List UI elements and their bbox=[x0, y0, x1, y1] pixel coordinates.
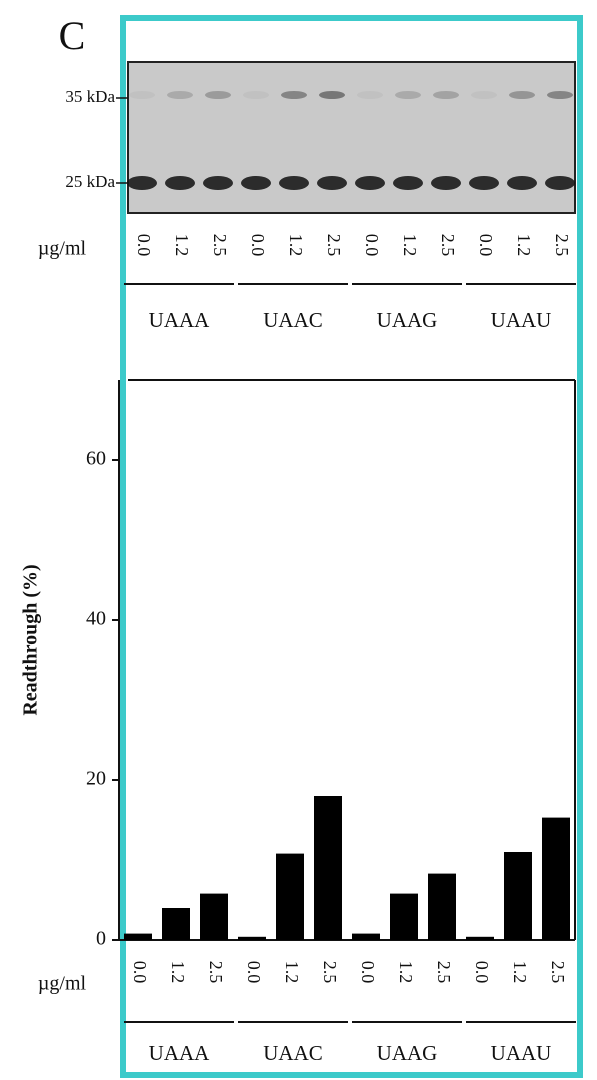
bar bbox=[238, 937, 266, 940]
y-tick-label: 20 bbox=[86, 768, 106, 790]
bar bbox=[352, 934, 380, 940]
x-group-label: UAAA bbox=[149, 1041, 210, 1065]
x-tick-label: 2.5 bbox=[434, 961, 454, 984]
gel-lane-label: 1.2 bbox=[400, 234, 420, 257]
gel-band bbox=[243, 91, 269, 99]
gel-group-label: UAAA bbox=[149, 308, 210, 332]
x-tick-label: 1.2 bbox=[510, 961, 530, 984]
gel-band bbox=[279, 176, 309, 190]
gel-band bbox=[241, 176, 271, 190]
gel-band bbox=[165, 176, 195, 190]
gel-band bbox=[129, 91, 155, 99]
gel-band bbox=[127, 176, 157, 190]
bar bbox=[428, 874, 456, 940]
gel-lane-label: 2.5 bbox=[324, 234, 344, 257]
x-tick-label: 0.0 bbox=[358, 961, 378, 984]
gel-band bbox=[431, 176, 461, 190]
x-tick-label: 1.2 bbox=[282, 961, 302, 984]
bar bbox=[504, 852, 532, 940]
gel-group-label: UAAU bbox=[491, 308, 552, 332]
bar bbox=[276, 854, 304, 940]
bar bbox=[542, 818, 570, 940]
bar bbox=[466, 937, 494, 940]
bar bbox=[162, 908, 190, 940]
gel-lane-label: 0.0 bbox=[248, 234, 268, 257]
gel-band bbox=[471, 91, 497, 99]
y-tick-label: 40 bbox=[86, 608, 106, 630]
gel-band bbox=[355, 176, 385, 190]
gel-lane-label: 2.5 bbox=[552, 234, 572, 257]
x-tick-label: 1.2 bbox=[168, 961, 188, 984]
gel-lane-label: 0.0 bbox=[476, 234, 496, 257]
y-axis-label: Readthrough (%) bbox=[20, 564, 42, 715]
x-tick-label: 0.0 bbox=[130, 961, 150, 984]
y-tick-label: 0 bbox=[96, 928, 106, 950]
bar bbox=[390, 894, 418, 940]
bar bbox=[314, 796, 342, 940]
x-tick-label: 0.0 bbox=[472, 961, 492, 984]
x-tick-label: 2.5 bbox=[206, 961, 226, 984]
x-group-label: UAAG bbox=[377, 1041, 438, 1065]
bar bbox=[200, 894, 228, 940]
gel-band bbox=[205, 91, 231, 99]
gel-band bbox=[469, 176, 499, 190]
gel-band bbox=[357, 91, 383, 99]
gel-lane-label: 0.0 bbox=[362, 234, 382, 257]
x-tick-label: 2.5 bbox=[548, 961, 568, 984]
gel-lane-label: 2.5 bbox=[210, 234, 230, 257]
x-tick-label: 0.0 bbox=[244, 961, 264, 984]
x-group-label: UAAU bbox=[491, 1041, 552, 1065]
gel-image bbox=[128, 62, 575, 213]
gel-band bbox=[547, 91, 573, 99]
gel-band bbox=[545, 176, 575, 190]
gel-lane-label: 1.2 bbox=[514, 234, 534, 257]
gel-band bbox=[167, 91, 193, 99]
gel-band bbox=[281, 91, 307, 99]
gel-group-label: UAAC bbox=[263, 308, 323, 332]
gel-band bbox=[395, 91, 421, 99]
y-tick-label: 60 bbox=[86, 448, 106, 470]
x-group-label: UAAC bbox=[263, 1041, 323, 1065]
gel-marker-label: 35 kDa bbox=[65, 87, 115, 106]
bar bbox=[124, 934, 152, 940]
x-unit-label: µg/ml bbox=[38, 973, 87, 995]
panel-label: C bbox=[59, 13, 86, 58]
gel-band bbox=[393, 176, 423, 190]
figure: C Readthrough (%) µg/ml µg/ml 35 kDa 25 k… bbox=[0, 0, 597, 1080]
gel-band bbox=[433, 91, 459, 99]
gel-background bbox=[128, 62, 575, 213]
gel-band bbox=[507, 176, 537, 190]
gel-band bbox=[203, 176, 233, 190]
gel-band bbox=[509, 91, 535, 99]
gel-band bbox=[317, 176, 347, 190]
gel-band bbox=[319, 91, 345, 99]
gel-lane-label: 0.0 bbox=[134, 234, 154, 257]
x-tick-label: 2.5 bbox=[320, 961, 340, 984]
gel-marker-label: 25 kDa bbox=[65, 172, 115, 191]
gel-unit-label: µg/ml bbox=[38, 238, 87, 260]
gel-lane-label: 2.5 bbox=[438, 234, 458, 257]
gel-group-label: UAAG bbox=[377, 308, 438, 332]
gel-lane-label: 1.2 bbox=[286, 234, 306, 257]
gel-lane-label: 1.2 bbox=[172, 234, 192, 257]
x-tick-label: 1.2 bbox=[396, 961, 416, 984]
